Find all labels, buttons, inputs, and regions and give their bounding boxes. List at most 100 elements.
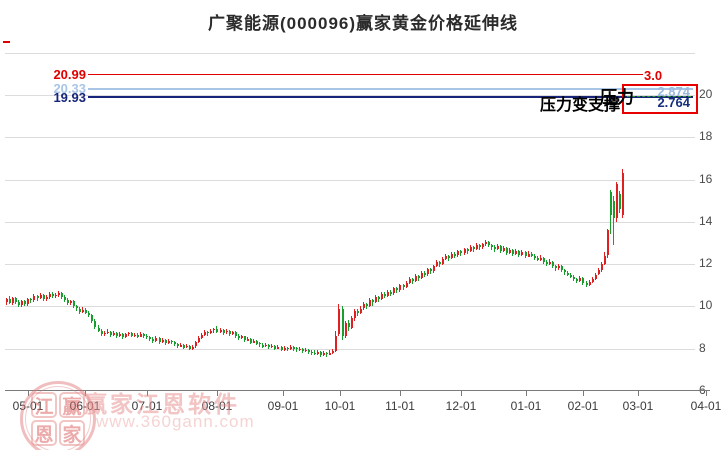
candle: [128, 333, 130, 334]
candle: [232, 332, 234, 334]
candle: [396, 288, 398, 290]
candle: [503, 248, 505, 251]
candle: [582, 278, 584, 283]
candle: [58, 293, 60, 295]
candle: [216, 329, 218, 332]
candle: [186, 346, 188, 347]
x-axis-label: 01-01: [510, 399, 542, 413]
gridline: [5, 306, 695, 307]
candle: [308, 350, 310, 352]
candle: [265, 345, 267, 346]
candle: [470, 247, 472, 251]
gridline: [5, 222, 695, 223]
candle: [43, 295, 45, 299]
candle: [570, 275, 572, 277]
candle: [558, 266, 560, 268]
candle-wick: [479, 244, 480, 250]
candle: [9, 299, 11, 303]
candle: [338, 309, 340, 334]
candle: [436, 262, 438, 266]
extension-level-line: [88, 74, 643, 75]
candle: [192, 347, 194, 349]
candle: [140, 334, 142, 337]
candle: [55, 295, 57, 296]
x-axis-tick: [461, 391, 462, 396]
candle: [137, 335, 139, 337]
x-axis-label: 04-01: [690, 399, 722, 413]
candle: [183, 345, 185, 348]
candle: [335, 336, 337, 351]
y-axis-label: 20: [699, 87, 713, 101]
candle: [482, 244, 484, 247]
candle: [268, 345, 270, 347]
candle: [134, 335, 136, 336]
candle: [607, 230, 609, 255]
candle: [149, 337, 151, 339]
candle: [287, 348, 289, 349]
ratio-highlight-box: [622, 84, 698, 114]
candle: [329, 353, 331, 355]
candle: [595, 275, 597, 279]
x-axis-label: 12-01: [445, 399, 477, 413]
candle-wick: [403, 284, 404, 290]
candle: [403, 285, 405, 287]
y-axis-label: 8: [699, 341, 706, 355]
candle: [101, 331, 103, 334]
candle-wick: [207, 331, 208, 336]
candle-wick: [30, 298, 31, 303]
watermark-seal-char: 家: [59, 420, 85, 446]
candle: [152, 339, 154, 341]
candle: [604, 256, 606, 264]
candle: [509, 250, 511, 253]
candle-wick: [491, 244, 492, 250]
candle: [579, 278, 581, 281]
candle-wick: [366, 303, 367, 309]
candle: [497, 246, 499, 249]
candle: [369, 300, 371, 306]
candle: [314, 353, 316, 354]
x-axis-label: 06-01: [69, 399, 101, 413]
candle-wick: [107, 329, 108, 334]
candle: [37, 296, 39, 298]
candle: [351, 318, 353, 328]
candle: [564, 270, 566, 272]
y-axis-label: 18: [699, 129, 713, 143]
candle: [67, 300, 69, 303]
candle: [88, 313, 90, 315]
candle: [610, 192, 612, 215]
candle: [235, 332, 237, 336]
candle: [226, 331, 228, 332]
candle: [534, 256, 536, 258]
candle: [552, 262, 554, 266]
ratio-label: 3.0: [644, 68, 663, 83]
candle: [427, 269, 429, 274]
candle: [6, 299, 8, 302]
page-title: 广聚能源(000096)赢家黄金价格延伸线: [207, 14, 519, 33]
gridline: [5, 95, 695, 96]
candle: [18, 302, 20, 305]
candle: [494, 247, 496, 249]
x-axis-label: 03-01: [622, 399, 654, 413]
candle: [598, 270, 600, 274]
candle: [555, 266, 557, 268]
candle: [46, 297, 48, 299]
candle: [317, 352, 319, 354]
x-axis-tick: [85, 391, 86, 396]
candle: [393, 288, 395, 293]
candle: [445, 256, 447, 259]
candle: [567, 273, 569, 275]
candle: [616, 184, 618, 218]
candle: [122, 334, 124, 337]
candle-wick: [473, 246, 474, 252]
candle-wick: [259, 342, 260, 347]
candle: [229, 331, 231, 334]
candle: [302, 349, 304, 351]
candle-wick: [448, 255, 449, 261]
candle: [220, 330, 222, 332]
candle: [457, 251, 459, 255]
candle: [171, 341, 173, 342]
candle: [247, 339, 249, 341]
candle: [384, 294, 386, 296]
candle-wick: [564, 269, 565, 275]
level-label-upper: 20.99: [53, 67, 86, 82]
